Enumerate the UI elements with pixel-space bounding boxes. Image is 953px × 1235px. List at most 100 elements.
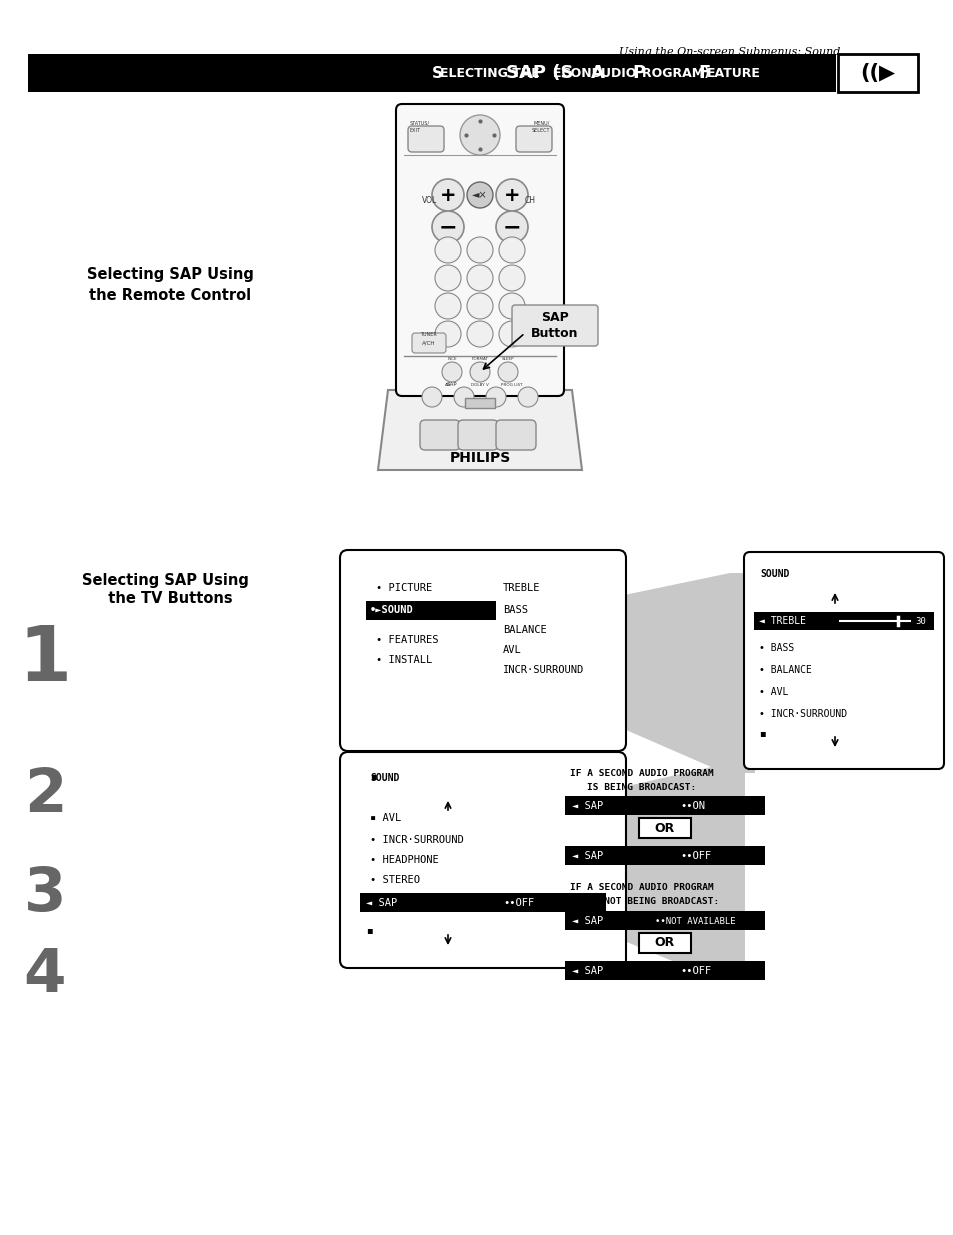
Text: INCR·SURROUND: INCR·SURROUND <box>502 664 583 676</box>
Text: STATUS/: STATUS/ <box>410 121 430 126</box>
Text: ◄×: ◄× <box>472 190 487 200</box>
Text: 2: 2 <box>24 766 67 825</box>
Text: SAP
Button: SAP Button <box>531 310 578 340</box>
Text: TUNER: TUNER <box>419 331 436 336</box>
FancyBboxPatch shape <box>639 932 690 953</box>
Text: • AVL: • AVL <box>759 687 787 697</box>
Circle shape <box>435 237 460 263</box>
Text: 1: 1 <box>18 622 71 697</box>
Text: BASS: BASS <box>502 605 527 615</box>
Text: ◄ SAP: ◄ SAP <box>572 916 602 926</box>
Circle shape <box>459 115 499 156</box>
Circle shape <box>467 321 493 347</box>
Text: ((▶: ((▶ <box>860 63 895 83</box>
Text: ◄ TREBLE: ◄ TREBLE <box>759 616 805 626</box>
Text: • BALANCE: • BALANCE <box>759 664 811 676</box>
Text: OR: OR <box>654 821 675 835</box>
FancyBboxPatch shape <box>743 552 943 769</box>
Polygon shape <box>609 573 754 773</box>
Text: BALANCE: BALANCE <box>502 625 546 635</box>
Circle shape <box>498 237 524 263</box>
FancyBboxPatch shape <box>412 333 446 353</box>
Circle shape <box>498 321 524 347</box>
Text: MENU/: MENU/ <box>533 121 550 126</box>
Text: EATURE: EATURE <box>706 67 760 79</box>
Text: PHILIPS: PHILIPS <box>449 451 510 466</box>
Text: PP: PP <box>511 422 517 427</box>
FancyBboxPatch shape <box>564 911 764 930</box>
Text: • INSTALL: • INSTALL <box>375 655 432 664</box>
Text: ◄ SAP: ◄ SAP <box>572 802 602 811</box>
Text: IF A SECOND AUDIO PROGRAM: IF A SECOND AUDIO PROGRAM <box>569 768 713 778</box>
Circle shape <box>467 293 493 319</box>
Text: A/CH: A/CH <box>422 341 436 346</box>
FancyBboxPatch shape <box>359 893 605 911</box>
Text: EXIT: EXIT <box>410 127 420 132</box>
Text: • BASS: • BASS <box>759 643 794 653</box>
FancyBboxPatch shape <box>512 305 598 346</box>
Text: the TV Buttons: the TV Buttons <box>97 590 233 605</box>
Text: •►SOUND: •►SOUND <box>370 605 414 615</box>
Text: PROG LIST: PROG LIST <box>500 383 522 387</box>
FancyBboxPatch shape <box>516 126 552 152</box>
Polygon shape <box>377 390 581 471</box>
Text: POSITION: POSITION <box>436 422 462 427</box>
Circle shape <box>432 211 463 243</box>
Text: P: P <box>631 64 644 82</box>
Circle shape <box>467 182 493 207</box>
Text: UDIO: UDIO <box>600 67 640 79</box>
FancyBboxPatch shape <box>339 752 625 968</box>
Text: Using the On-screen Submenus: Sound: Using the On-screen Submenus: Sound <box>618 47 840 57</box>
Text: • FEATURES: • FEATURES <box>375 635 438 645</box>
FancyBboxPatch shape <box>837 54 917 91</box>
Circle shape <box>467 266 493 291</box>
Text: −: − <box>438 217 456 237</box>
Text: ▪: ▪ <box>370 771 376 781</box>
Text: S: S <box>432 65 442 80</box>
Text: AVL: AVL <box>502 645 521 655</box>
Text: • INCR·SURROUND: • INCR·SURROUND <box>759 709 846 719</box>
Text: IS BEING BROADCAST:: IS BEING BROADCAST: <box>586 783 696 792</box>
Text: SAP: SAP <box>446 382 456 387</box>
Text: 4: 4 <box>24 946 66 1004</box>
Text: CH: CH <box>524 195 535 205</box>
Text: INCE: INCE <box>447 357 456 361</box>
Circle shape <box>435 321 460 347</box>
FancyBboxPatch shape <box>408 126 443 152</box>
Text: ▪ AVL: ▪ AVL <box>370 813 401 823</box>
Text: IF A SECOND AUDIO PROGRAM: IF A SECOND AUDIO PROGRAM <box>569 883 713 893</box>
Text: DOLBY V: DOLBY V <box>471 383 489 387</box>
Text: ••NOT AVAILABLE: ••NOT AVAILABLE <box>655 916 735 925</box>
Text: ••OFF: ••OFF <box>679 966 711 976</box>
Text: 30: 30 <box>914 616 924 625</box>
Polygon shape <box>609 764 744 981</box>
Circle shape <box>496 211 527 243</box>
Text: SAP (S: SAP (S <box>505 64 573 82</box>
Circle shape <box>470 362 490 382</box>
FancyBboxPatch shape <box>564 846 764 864</box>
Text: ••OFF: ••OFF <box>679 851 711 861</box>
Text: SELECT: SELECT <box>531 127 550 132</box>
Text: ECOND: ECOND <box>553 67 605 79</box>
Circle shape <box>435 266 460 291</box>
Text: SLEEP: SLEEP <box>501 357 514 361</box>
Text: 3: 3 <box>24 866 66 925</box>
Circle shape <box>467 237 493 263</box>
FancyBboxPatch shape <box>28 54 835 91</box>
Text: +: + <box>503 185 519 205</box>
FancyBboxPatch shape <box>564 797 764 815</box>
Text: F: F <box>698 64 709 82</box>
Text: • HEADPHONE: • HEADPHONE <box>370 855 438 864</box>
Text: OR: OR <box>654 936 675 950</box>
Text: ELECTING THE: ELECTING THE <box>439 67 543 79</box>
Circle shape <box>441 362 461 382</box>
Text: −: − <box>502 217 520 237</box>
Text: ••ON: ••ON <box>679 802 704 811</box>
Text: ROGRAM): ROGRAM) <box>641 67 714 79</box>
FancyBboxPatch shape <box>457 420 497 450</box>
Text: Selecting SAP Using
the Remote Control: Selecting SAP Using the Remote Control <box>87 267 253 303</box>
Circle shape <box>432 179 463 211</box>
Text: ••OFF: ••OFF <box>502 898 534 908</box>
Text: ▪: ▪ <box>759 727 765 739</box>
Text: • STEREO: • STEREO <box>370 876 419 885</box>
